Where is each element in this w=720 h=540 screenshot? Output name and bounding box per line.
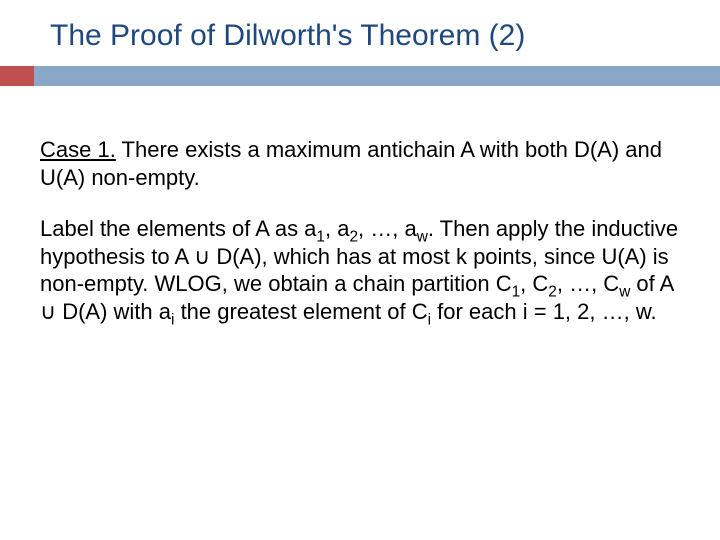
union-icon: ∪: [40, 299, 56, 324]
rule-accent-block: [0, 66, 34, 86]
union-icon: ∪: [194, 244, 210, 269]
rule-bar: [34, 66, 720, 86]
case-text: There exists a maximum antichain A with …: [40, 137, 662, 190]
p2-t10: the greatest element of C: [174, 299, 427, 324]
p2-t11: for each i = 1, 2, …, w.: [431, 299, 657, 324]
p2-t1: Label the elements of A as a: [40, 216, 316, 241]
p2-t8: of A: [630, 271, 673, 296]
p2-t9: D(A) with a: [56, 299, 171, 324]
p2-t3: , …, a: [358, 216, 417, 241]
slide-body: Case 1. There exists a maximum antichain…: [0, 86, 720, 325]
slide-title: The Proof of Dilworth's Theorem (2): [50, 18, 680, 54]
p2-t6: , C: [520, 271, 548, 296]
title-rule: [0, 66, 720, 86]
case-paragraph: Case 1. There exists a maximum antichain…: [40, 136, 680, 191]
body-paragraph: Label the elements of A as a1, a2, …, aw…: [40, 215, 680, 325]
slide: The Proof of Dilworth's Theorem (2) Case…: [0, 0, 720, 540]
p2-t2: , a: [325, 216, 349, 241]
case-label: Case 1.: [40, 137, 116, 162]
p2-t7: , …, C: [557, 271, 619, 296]
